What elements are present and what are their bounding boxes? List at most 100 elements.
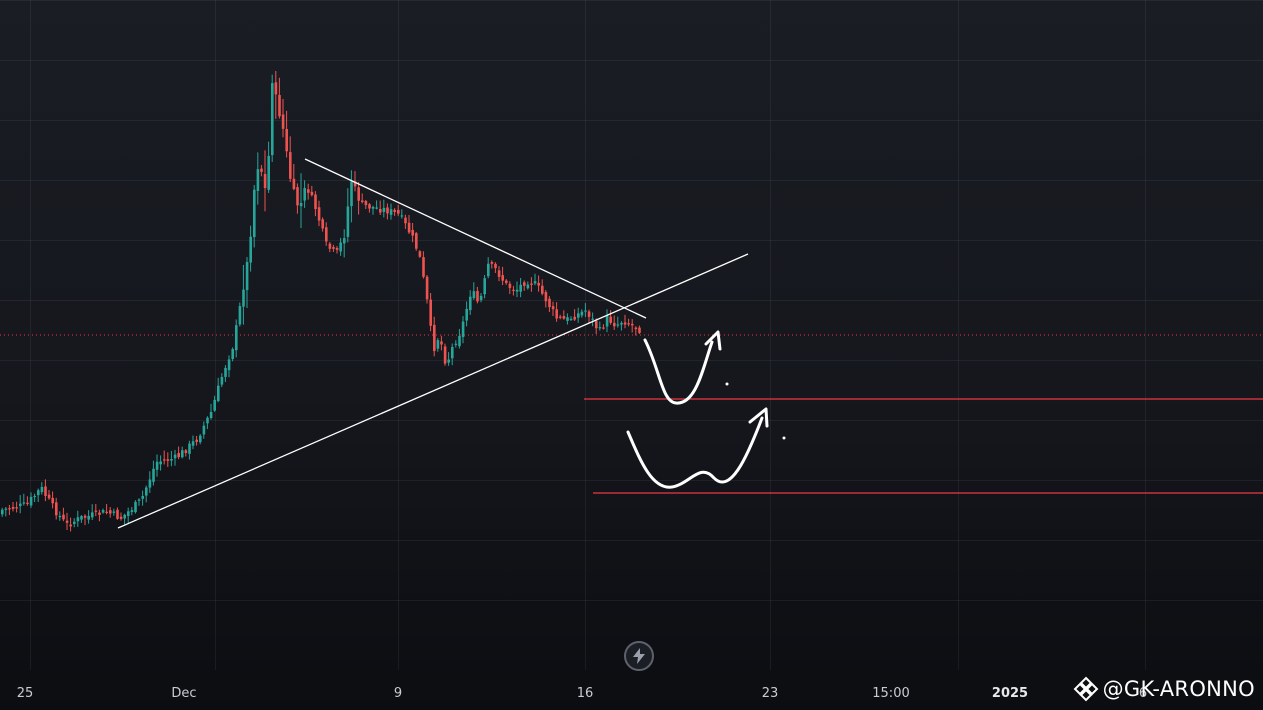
candle-body xyxy=(620,322,623,325)
candle-body xyxy=(191,441,195,446)
candle-body xyxy=(22,502,26,504)
candle-body xyxy=(497,270,501,277)
candle-body xyxy=(123,514,126,519)
candle-body xyxy=(285,128,288,152)
candle-body xyxy=(181,450,184,458)
candle-body xyxy=(353,181,357,187)
candle-body xyxy=(562,315,566,319)
candle-body xyxy=(587,311,591,317)
candle-body xyxy=(292,178,296,190)
candle-body xyxy=(263,173,267,189)
candle-body xyxy=(605,315,609,327)
candle-body xyxy=(569,318,573,321)
candle-body xyxy=(357,187,360,201)
bounce-arrow-2-head xyxy=(748,407,769,428)
candle-body xyxy=(310,191,314,196)
candle-body xyxy=(577,313,580,318)
candle-body xyxy=(598,327,602,329)
candle-body xyxy=(249,236,252,263)
candle-body xyxy=(487,263,490,277)
candle-body xyxy=(8,508,11,510)
candle-body xyxy=(281,114,285,129)
candle-body xyxy=(127,511,130,516)
candle-body xyxy=(469,296,472,311)
candle-body xyxy=(616,324,620,326)
chart-grid xyxy=(0,0,1263,670)
candle-body xyxy=(274,82,278,95)
candle-body xyxy=(145,487,148,496)
candle-body xyxy=(346,206,350,237)
candle-body xyxy=(530,283,533,285)
candle-body xyxy=(213,399,216,411)
candle-body xyxy=(533,281,537,284)
dot-2 xyxy=(782,436,786,440)
candle-body xyxy=(559,316,562,318)
candle-body xyxy=(415,233,418,249)
candle-body xyxy=(325,227,328,242)
candle-body xyxy=(206,417,209,424)
candle-body xyxy=(422,257,425,277)
candle-body xyxy=(411,229,414,236)
candle-body xyxy=(461,321,465,338)
candle-body xyxy=(137,499,141,501)
ascending-trendline[interactable] xyxy=(117,253,749,529)
candle-body xyxy=(278,94,281,117)
candle-body xyxy=(591,318,594,320)
candle-body xyxy=(296,187,299,206)
candle-body xyxy=(429,299,432,326)
candle-body xyxy=(407,222,411,233)
candle-body xyxy=(130,510,134,513)
candle-body xyxy=(65,520,69,523)
binance-logo-icon xyxy=(1073,676,1099,702)
candle-body xyxy=(397,209,400,214)
candle-body xyxy=(94,510,98,512)
candle-body xyxy=(472,291,476,299)
candle-body xyxy=(314,194,317,210)
x-tick-label: 15:00 xyxy=(872,686,909,701)
candle-body xyxy=(623,322,627,325)
candle-body xyxy=(436,340,440,349)
candle-body xyxy=(523,282,526,286)
candle-body xyxy=(584,310,587,312)
candle-body xyxy=(400,215,404,217)
candle-body xyxy=(634,327,638,330)
candle-body xyxy=(548,298,551,308)
candle-body xyxy=(404,217,407,224)
x-tick-label: Dec xyxy=(171,686,196,701)
candle-body xyxy=(55,502,58,516)
candle-body xyxy=(382,207,386,212)
candle-body xyxy=(112,511,116,513)
candle-body xyxy=(566,317,569,321)
candle-body xyxy=(188,443,191,454)
candle-body xyxy=(15,507,18,509)
candle-body xyxy=(343,238,346,244)
candle-body xyxy=(307,189,310,193)
x-tick-label: 23 xyxy=(762,686,779,701)
candle-body xyxy=(299,203,303,207)
candle-body xyxy=(105,511,108,513)
candle-body xyxy=(371,206,375,209)
candle-body xyxy=(220,376,224,385)
candle-body xyxy=(544,292,548,302)
candle-body xyxy=(602,327,605,329)
x-tick-label: 9 xyxy=(394,686,402,701)
candle-body xyxy=(332,247,335,249)
drawings-layer xyxy=(117,158,1263,529)
candle-body xyxy=(141,495,144,499)
candle-body xyxy=(76,517,80,522)
candle-body xyxy=(173,454,177,459)
candle-body xyxy=(418,251,422,257)
candle-body xyxy=(163,459,166,461)
descending-trendline[interactable] xyxy=(304,158,647,319)
lightning-button[interactable] xyxy=(624,641,654,671)
candle-body xyxy=(379,209,382,213)
candle-body xyxy=(235,325,238,351)
candle-body xyxy=(425,276,429,300)
candle-body xyxy=(242,289,245,307)
candle-body xyxy=(62,514,65,520)
candle-body xyxy=(443,346,447,364)
candle-body xyxy=(227,359,231,371)
candle-body xyxy=(166,459,170,461)
